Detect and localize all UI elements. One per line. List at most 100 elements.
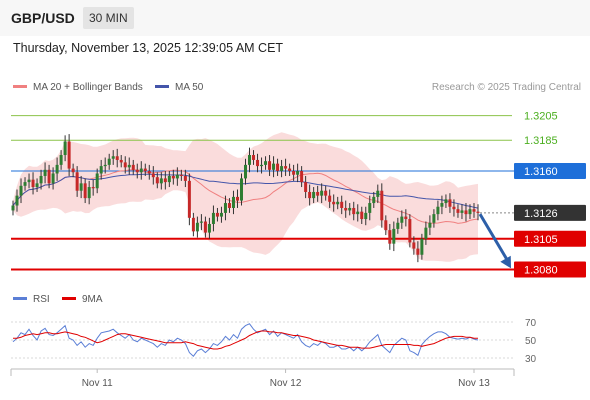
candle-body bbox=[47, 169, 51, 184]
candle bbox=[15, 189, 19, 212]
candle-body bbox=[107, 158, 111, 165]
candles bbox=[11, 134, 480, 263]
candle bbox=[19, 178, 23, 204]
candle-body bbox=[135, 169, 139, 173]
candle-body bbox=[231, 196, 235, 208]
candle bbox=[380, 183, 384, 228]
candle bbox=[75, 166, 79, 197]
candle-body bbox=[139, 168, 143, 173]
candle bbox=[151, 166, 155, 185]
candle-body bbox=[400, 216, 404, 223]
last-price-box bbox=[514, 204, 586, 221]
candle bbox=[244, 158, 247, 185]
candle bbox=[139, 161, 143, 180]
candle-body bbox=[356, 211, 360, 215]
candle-body bbox=[87, 187, 91, 199]
candle bbox=[464, 203, 468, 222]
candle bbox=[272, 156, 276, 178]
candle-body bbox=[436, 206, 440, 215]
candle-body bbox=[376, 190, 380, 197]
candle bbox=[155, 172, 159, 189]
candle bbox=[436, 200, 440, 221]
candle-body bbox=[256, 159, 260, 167]
candle-body bbox=[324, 190, 328, 196]
pivot-label: 1.3160 bbox=[524, 166, 558, 178]
timeframe-button[interactable]: 30 MIN bbox=[83, 7, 134, 29]
support-label-box bbox=[514, 230, 586, 247]
candle bbox=[276, 158, 280, 176]
candle bbox=[211, 205, 215, 232]
candle-body bbox=[219, 212, 223, 217]
candle bbox=[256, 153, 260, 173]
symbol-label: GBP/USD bbox=[11, 10, 75, 26]
candle-body bbox=[151, 173, 155, 178]
candle bbox=[316, 185, 320, 202]
candle-body bbox=[91, 187, 95, 189]
candle bbox=[67, 134, 71, 176]
candle bbox=[131, 159, 135, 175]
candle bbox=[376, 184, 380, 204]
candle bbox=[199, 214, 203, 231]
resistance-label: 1.3185 bbox=[524, 135, 558, 147]
candle-body bbox=[456, 209, 460, 213]
x-tick-label: Nov 12 bbox=[270, 378, 302, 389]
candle bbox=[167, 171, 171, 188]
candle bbox=[304, 175, 308, 199]
candle-body bbox=[476, 211, 480, 213]
candle-body bbox=[27, 179, 31, 183]
candle-body bbox=[308, 191, 312, 199]
support-label: 1.3080 bbox=[524, 265, 558, 277]
candle bbox=[147, 164, 151, 180]
price-levels bbox=[11, 115, 514, 271]
candle-body bbox=[292, 171, 296, 175]
candle-body bbox=[127, 164, 131, 168]
candle bbox=[83, 178, 87, 204]
candle-body bbox=[260, 164, 264, 167]
candle-body bbox=[272, 163, 276, 170]
candle bbox=[336, 196, 340, 210]
candle bbox=[448, 193, 452, 213]
candle bbox=[27, 173, 31, 189]
candle-body bbox=[167, 175, 171, 183]
candle bbox=[103, 157, 107, 174]
candle bbox=[344, 200, 348, 218]
candle bbox=[300, 166, 304, 188]
support-label-box bbox=[514, 261, 586, 278]
candle bbox=[384, 215, 388, 236]
candle-body bbox=[207, 223, 211, 233]
candle bbox=[223, 195, 227, 221]
candle bbox=[396, 217, 400, 234]
candle bbox=[428, 215, 432, 236]
candle-body bbox=[244, 164, 247, 179]
rsi-tick-label: 50 bbox=[525, 336, 537, 347]
candle bbox=[292, 164, 296, 181]
time-axis: Nov 11 Nov 12 Nov 13 bbox=[10, 368, 515, 389]
candle-body bbox=[55, 164, 59, 174]
candle-body bbox=[143, 168, 147, 172]
candle bbox=[215, 207, 219, 222]
candle bbox=[219, 206, 223, 223]
candle-body bbox=[312, 191, 316, 199]
candle-body bbox=[31, 179, 35, 188]
candle bbox=[280, 159, 284, 178]
pivot-label-box bbox=[514, 163, 586, 180]
candle bbox=[392, 221, 396, 252]
candle bbox=[424, 221, 428, 245]
candle-body bbox=[300, 171, 304, 183]
candle-body bbox=[248, 155, 252, 165]
candle-body bbox=[147, 171, 151, 174]
candle bbox=[227, 198, 231, 213]
candle bbox=[127, 157, 131, 175]
candle-body bbox=[159, 178, 163, 184]
candle bbox=[59, 150, 63, 170]
bollinger-bands bbox=[13, 132, 478, 262]
candle bbox=[143, 163, 147, 176]
legend-9ma: 9MA bbox=[82, 294, 103, 305]
candle bbox=[51, 167, 55, 190]
candle-body bbox=[268, 161, 272, 170]
candle-body bbox=[35, 183, 39, 188]
candle bbox=[296, 163, 300, 183]
candle-body bbox=[227, 203, 231, 208]
candle bbox=[288, 163, 292, 176]
